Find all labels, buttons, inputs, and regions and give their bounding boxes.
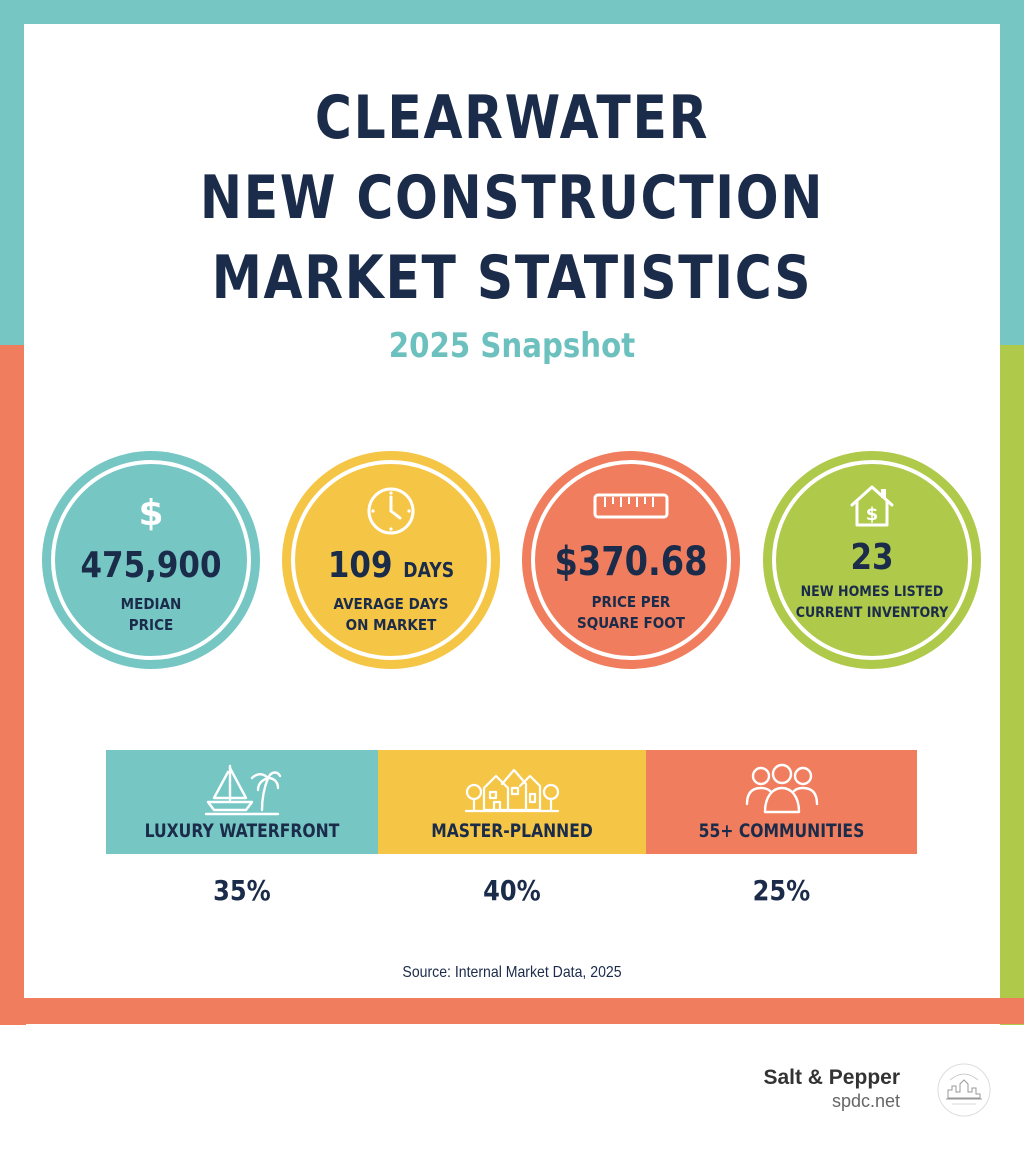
stat-median-price: $ 475,900 MEDIAN PRICE bbox=[42, 451, 260, 669]
segment-55-plus-communities: 55+ COMMUNITIES bbox=[646, 750, 917, 854]
stat-label: NEW HOMES LISTED CURRENT INVENTORY bbox=[795, 584, 949, 621]
source-note: Source: Internal Market Data, 2025 bbox=[402, 964, 622, 981]
subtitle: 2025 Snapshot bbox=[388, 326, 636, 366]
stat-label: MEDIAN PRICE bbox=[120, 595, 182, 634]
svg-text:$: $ bbox=[138, 493, 163, 533]
stat-value: 109 DAYS bbox=[297, 545, 484, 586]
sailboat-palm-icon bbox=[204, 764, 282, 816]
brand-logo bbox=[936, 1062, 992, 1123]
segment-luxury-waterfront: LUXURY WATERFRONT bbox=[106, 750, 378, 854]
ruler-icon bbox=[522, 493, 740, 524]
stat-value-number: 109 bbox=[327, 545, 393, 586]
brand-site: spdc.net bbox=[831, 1091, 900, 1111]
stat-value: 475,900 bbox=[80, 545, 222, 586]
clock-icon bbox=[282, 485, 500, 542]
title-line-1: CLEARWATER bbox=[314, 83, 710, 153]
segment-label: 55+ COMMUNITIES bbox=[698, 820, 865, 842]
stat-value: $370.68 bbox=[554, 539, 708, 585]
coral-frame-band-bottom bbox=[0, 998, 1024, 1024]
people-group-icon bbox=[745, 763, 818, 814]
stat-label: PRICE PER SQUARE FOOT bbox=[577, 593, 685, 632]
stat-price-per-sqft: $370.68 PRICE PER SQUARE FOOT bbox=[522, 451, 740, 669]
stat-days-on-market: 109 DAYS AVERAGE DAYS ON MARKET bbox=[282, 451, 500, 669]
segment-percent: 35% bbox=[213, 874, 271, 907]
svg-text:$: $ bbox=[866, 504, 879, 525]
segment-master-planned: MASTER-PLANNED bbox=[378, 750, 646, 854]
coral-frame-band-left bbox=[0, 345, 26, 1025]
page-title: CLEARWATER NEW CONSTRUCTION MARKET STATI… bbox=[82, 78, 942, 318]
stat-ring bbox=[531, 460, 731, 660]
segment-label: LUXURY WATERFRONT bbox=[144, 820, 340, 842]
stat-value-unit: DAYS bbox=[403, 558, 455, 582]
brand-name: Salt & Pepper bbox=[763, 1066, 900, 1089]
dollar-icon: $ bbox=[42, 489, 260, 538]
segment-percent: 25% bbox=[752, 874, 811, 907]
stat-value: 23 bbox=[850, 537, 894, 578]
stat-ring bbox=[772, 460, 972, 660]
houses-trees-icon bbox=[464, 768, 560, 813]
lime-frame-band-right bbox=[1000, 345, 1024, 1025]
segment-label: MASTER-PLANNED bbox=[431, 820, 593, 842]
title-line-2: NEW CONSTRUCTION bbox=[199, 163, 825, 233]
stat-label: AVERAGE DAYS ON MARKET bbox=[333, 595, 449, 634]
stat-current-inventory: $ 23 NEW HOMES LISTED CURRENT INVENTORY bbox=[763, 451, 981, 669]
stat-ring bbox=[291, 460, 491, 660]
segment-percent: 40% bbox=[483, 874, 541, 907]
stat-ring bbox=[51, 460, 251, 660]
title-line-3: MARKET STATISTICS bbox=[211, 243, 813, 313]
house-dollar-icon: $ bbox=[763, 483, 981, 534]
